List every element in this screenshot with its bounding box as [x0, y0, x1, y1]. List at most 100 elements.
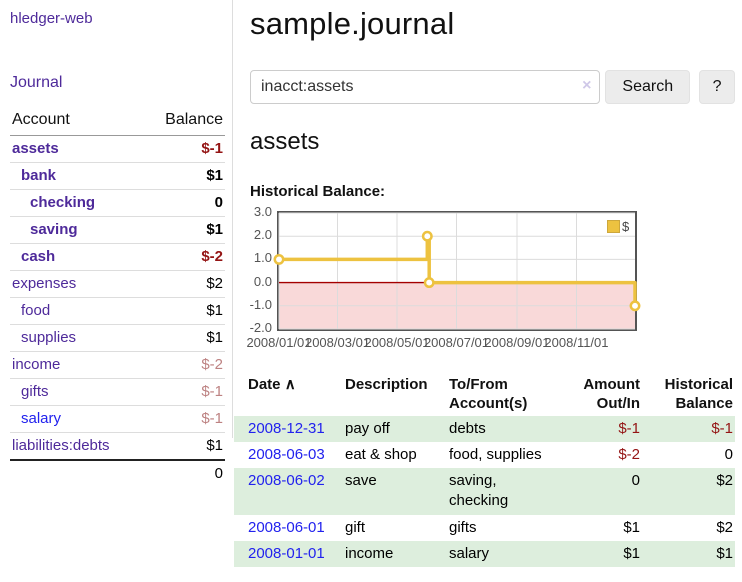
account-row: cash $-2	[10, 243, 225, 271]
sidebar-nav: Journal	[10, 74, 225, 92]
search-bar: × Search ?	[250, 70, 735, 104]
register-header-account: To/From Account(s)	[449, 376, 528, 412]
account-balance: $-2	[142, 243, 225, 271]
transaction-date-link[interactable]: 2008-12-31	[248, 419, 325, 437]
sidebar: hledger-web Journal Account Balance asse…	[0, 0, 233, 487]
account-row: liabilities:debts $1	[10, 432, 225, 460]
accounts-total-row: 0	[10, 459, 225, 487]
page-title: sample.journal	[250, 6, 455, 41]
accounts-total-balance: 0	[142, 459, 225, 487]
account-row: supplies $1	[10, 324, 225, 352]
transaction-balance: $2	[716, 518, 733, 536]
account-balance: $-2	[142, 351, 225, 379]
transaction-amount: 0	[631, 472, 640, 489]
account-balance: $1	[142, 162, 225, 190]
transaction-date-link[interactable]: 2008-06-01	[248, 518, 325, 536]
transaction-description: eat & shop	[345, 445, 417, 463]
chart-legend: $	[607, 219, 629, 234]
y-axis-tick-label: -2.0	[249, 320, 272, 335]
register-row: 2008-06-01 gift gifts $1 $2	[234, 515, 735, 541]
transaction-description: income	[345, 544, 394, 562]
account-link[interactable]: income	[12, 356, 61, 373]
transaction-description: gift	[345, 518, 366, 536]
account-heading: assets	[250, 128, 320, 155]
account-link[interactable]: supplies	[21, 329, 77, 346]
account-row: bank $1	[10, 162, 225, 190]
register-table: Date ∧ Description To/From Account(s) Am…	[234, 372, 735, 567]
transaction-amount: $1	[623, 544, 640, 562]
account-link[interactable]: saving	[30, 221, 78, 238]
help-button[interactable]: ?	[699, 70, 735, 104]
register-header-amount: Amount Out/In	[583, 376, 640, 412]
accounts-header-row: Account Balance	[10, 109, 225, 136]
register-row: 2008-01-01 income salary $1 $1	[234, 540, 735, 567]
account-row: income $-2	[10, 351, 225, 379]
transaction-date-link[interactable]: 2008-06-02	[248, 472, 325, 489]
account-row: salary $-1	[10, 405, 225, 433]
chart-title: Historical Balance:	[250, 183, 386, 200]
clear-search-icon[interactable]: ×	[582, 77, 592, 94]
account-balance: $2	[142, 270, 225, 298]
register-header-date[interactable]: Date ∧	[248, 376, 296, 393]
y-axis-tick-label: -1.0	[249, 296, 272, 312]
account-link[interactable]: salary	[21, 410, 62, 427]
register-header-balance: Historical Balance	[664, 376, 733, 412]
y-axis-tick-label: 3.0	[253, 204, 272, 219]
account-balance: $1	[142, 216, 225, 244]
search-box: ×	[250, 70, 601, 104]
register-header-description: Description	[345, 376, 428, 393]
account-link[interactable]: expenses	[12, 275, 77, 292]
account-link[interactable]: liabilities:debts	[12, 437, 110, 454]
account-link[interactable]: assets	[12, 140, 59, 157]
transaction-amount: $1	[623, 518, 640, 536]
transaction-date-link[interactable]: 2008-01-01	[248, 544, 325, 562]
transaction-description: pay off	[345, 419, 390, 437]
x-axis-tick-label: 2008/03/01	[304, 335, 371, 350]
accounts-table: Account Balance assets $-1 bank $1 checking 0…	[10, 109, 225, 487]
account-row: gifts $-1	[10, 378, 225, 406]
search-button[interactable]: Search	[605, 70, 691, 104]
account-balance: 0	[142, 189, 225, 217]
transaction-balance: $2	[716, 472, 733, 489]
legend-swatch-icon	[607, 220, 620, 233]
transaction-accounts: salary	[449, 544, 490, 562]
account-balance: $-1	[201, 140, 223, 157]
account-link[interactable]: food	[21, 302, 51, 319]
nav-journal-link[interactable]: Journal	[10, 74, 63, 91]
balance-chart: $ 3.0 2.0 1.0 0.0 -1.0 -2.0 2008/01/01 2008/03/…	[234, 204, 735, 354]
x-axis-tick-label: 2008/05/01	[364, 335, 430, 350]
chart-svg	[273, 212, 641, 330]
account-link[interactable]: cash	[21, 248, 56, 265]
register-row: 2008-06-03 eat & shop food, supplies $-2 0	[234, 442, 735, 468]
app-brand-link[interactable]: hledger-web	[10, 10, 93, 27]
transaction-balance: 0	[724, 445, 733, 463]
account-link[interactable]: bank	[21, 167, 57, 184]
chart-plot-area	[273, 211, 641, 331]
transaction-accounts: debts	[449, 419, 486, 437]
main-content: sample.journal × Search ? assets Histori…	[234, 0, 735, 567]
y-axis-tick-label: 2.0	[253, 227, 272, 243]
transaction-accounts: gifts	[449, 518, 477, 536]
account-link[interactable]: checking	[30, 194, 96, 211]
legend-label: $	[622, 219, 630, 234]
account-link[interactable]: gifts	[21, 383, 49, 400]
register-row: 2008-06-02 save saving, checking 0 $2	[234, 468, 735, 515]
search-input[interactable]	[250, 70, 601, 104]
account-balance: $-1	[142, 378, 225, 406]
transaction-balance: $-1	[711, 419, 733, 437]
y-axis-tick-label: 0.0	[253, 273, 272, 289]
account-balance: $1	[142, 297, 225, 325]
x-axis-tick-label: 2008/01/01	[246, 335, 312, 350]
accounts-header-balance: Balance	[142, 109, 225, 136]
transaction-date-link[interactable]: 2008-06-03	[248, 445, 325, 463]
transaction-amount: $-2	[618, 445, 640, 463]
transaction-accounts: saving, checking	[449, 472, 509, 510]
x-axis-tick-label: 2008/09/01	[484, 335, 550, 350]
transaction-accounts: food, supplies	[449, 445, 542, 463]
transaction-amount: $-1	[618, 419, 640, 437]
register-header-row: Date ∧ Description To/From Account(s) Am…	[234, 372, 735, 416]
register-row: 2008-12-31 pay off debts $-1 $-1	[234, 415, 735, 442]
sort-asc-icon: ∧	[284, 376, 296, 393]
account-balance: $1	[142, 432, 225, 460]
transaction-balance: $1	[716, 544, 733, 562]
